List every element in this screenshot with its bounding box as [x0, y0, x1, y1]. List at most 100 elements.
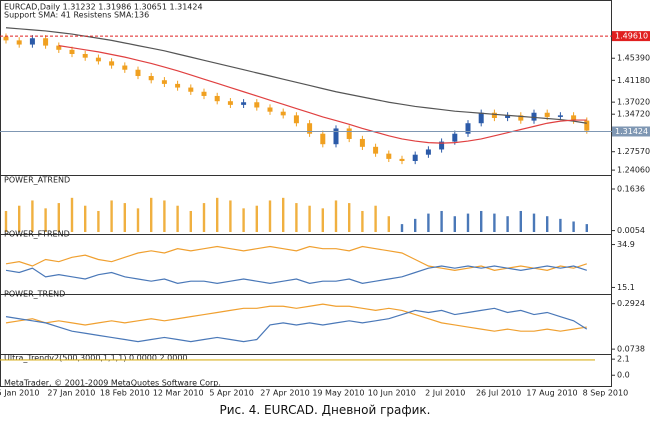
- histogram-bar: [189, 210, 192, 232]
- candle-body: [544, 112, 550, 117]
- histogram-bar: [308, 205, 311, 232]
- candle-body: [241, 102, 247, 105]
- candle-body: [214, 95, 220, 102]
- price-label: 1.49610: [615, 32, 648, 41]
- histogram-bar: [97, 210, 100, 232]
- candle-body: [16, 40, 22, 45]
- candle-body: [584, 120, 590, 131]
- x-tick-label: 10 Jun 2010: [368, 389, 416, 398]
- histogram-bar: [44, 208, 47, 232]
- histogram-bar: [4, 210, 8, 232]
- histogram-bar: [559, 218, 562, 232]
- y-tick-label: 1.27570: [617, 147, 650, 156]
- histogram-bar: [532, 213, 536, 232]
- x-tick-label: 8 Sep 2010: [583, 389, 629, 398]
- y-tick-label: 0.1636: [617, 184, 645, 193]
- series-line: [5, 27, 587, 124]
- y-tick-label: 0.0738: [617, 345, 645, 354]
- candle-body: [201, 91, 207, 96]
- histogram-bar: [321, 208, 324, 232]
- histogram-bar: [334, 200, 338, 232]
- histogram-bar: [255, 205, 258, 232]
- histogram-bar: [585, 224, 588, 232]
- histogram-bar: [202, 203, 206, 232]
- chart: EURCAD,Daily 1.31232 1.31986 1.30651 1.3…: [0, 0, 650, 398]
- chart-title: EURCAD,Daily 1.31232 1.31986 1.30651 1.3…: [4, 3, 203, 12]
- candle-body: [175, 83, 181, 88]
- histogram-bar: [123, 203, 126, 232]
- candle-body: [161, 80, 167, 84]
- candle-body: [478, 112, 484, 124]
- candle-body: [43, 38, 49, 46]
- histogram-bar: [282, 197, 285, 232]
- candle-body: [56, 45, 62, 50]
- x-tick-label: 18 Feb 2010: [100, 389, 150, 398]
- caption: Рис. 4. EURCAD. Дневной график.: [219, 403, 431, 417]
- candle-body: [122, 65, 128, 70]
- candle-body: [412, 154, 418, 161]
- candle-body: [3, 36, 9, 41]
- candle-body: [29, 38, 35, 45]
- x-tick-label: 2 Jul 2010: [425, 389, 465, 398]
- histogram-bar: [163, 200, 166, 232]
- candle-body: [346, 128, 352, 139]
- candle-body: [254, 102, 260, 108]
- histogram-bar: [268, 200, 272, 232]
- plot-frame: [0, 0, 612, 387]
- candle-body: [95, 57, 101, 62]
- histogram-bar: [176, 205, 179, 232]
- histogram-bar: [466, 213, 470, 232]
- series-line: [58, 45, 587, 144]
- histogram-bar: [18, 205, 21, 232]
- x-tick-label: 27 Jan 2010: [47, 389, 95, 398]
- candle-body: [505, 115, 511, 118]
- histogram-bar: [480, 210, 483, 232]
- price-label-box: [612, 31, 650, 42]
- x-tick-label: 5 Apr 2010: [209, 389, 253, 398]
- candle-body: [148, 76, 154, 81]
- histogram-bar: [400, 224, 404, 232]
- histogram-bar: [506, 216, 509, 232]
- chart-subtitle: Support SMA: 41 Resistens SMA:136: [4, 11, 149, 20]
- histogram-bar: [70, 197, 74, 232]
- histogram-bar: [546, 216, 549, 232]
- histogram-bar: [136, 208, 140, 232]
- series-line: [5, 245, 587, 271]
- panel-title: POWER_TREND: [4, 290, 65, 299]
- candle-body: [69, 49, 75, 54]
- series-line: [5, 303, 587, 332]
- y-tick-label: 1.41180: [617, 76, 650, 85]
- y-tick-label: 1.45390: [617, 54, 650, 63]
- histogram-bar: [414, 218, 417, 232]
- candle-body: [227, 101, 233, 105]
- y-tick-label: 1.37020: [617, 98, 650, 107]
- histogram-bar: [31, 200, 34, 232]
- candle-body: [359, 138, 365, 147]
- histogram-bar: [427, 213, 430, 232]
- x-tick-label: 12 Mar 2010: [153, 389, 204, 398]
- candle-body: [399, 158, 405, 161]
- candle-body: [557, 115, 563, 117]
- candle-body: [82, 53, 88, 58]
- candle-body: [188, 87, 194, 92]
- x-tick-label: 26 Jul 2010: [476, 389, 521, 398]
- histogram-bar: [57, 203, 60, 232]
- histogram-bar: [572, 221, 575, 232]
- histogram-bar: [374, 205, 377, 232]
- price-label: 1.31424: [615, 127, 648, 136]
- y-tick-label: 2.1: [617, 355, 630, 364]
- candle-body: [571, 115, 577, 121]
- x-tick-label: 5 Jan 2010: [0, 389, 39, 398]
- y-tick-label: 15.1: [617, 283, 635, 292]
- annotation: MetaTrader, © 2001-2009 MetaQuotes Softw…: [4, 379, 221, 388]
- histogram-bar: [110, 200, 113, 232]
- histogram-bar: [387, 216, 390, 232]
- x-tick-label: 17 Aug 2010: [526, 389, 577, 398]
- candle-body: [267, 107, 273, 112]
- candle-body: [373, 146, 379, 154]
- x-tick-label: 27 Apr 2010: [260, 389, 309, 398]
- panel-title: POWER_ATREND: [4, 176, 70, 185]
- panel-title: POWER_FTREND: [4, 230, 70, 239]
- candle-body: [386, 153, 392, 159]
- candle-body: [307, 123, 313, 134]
